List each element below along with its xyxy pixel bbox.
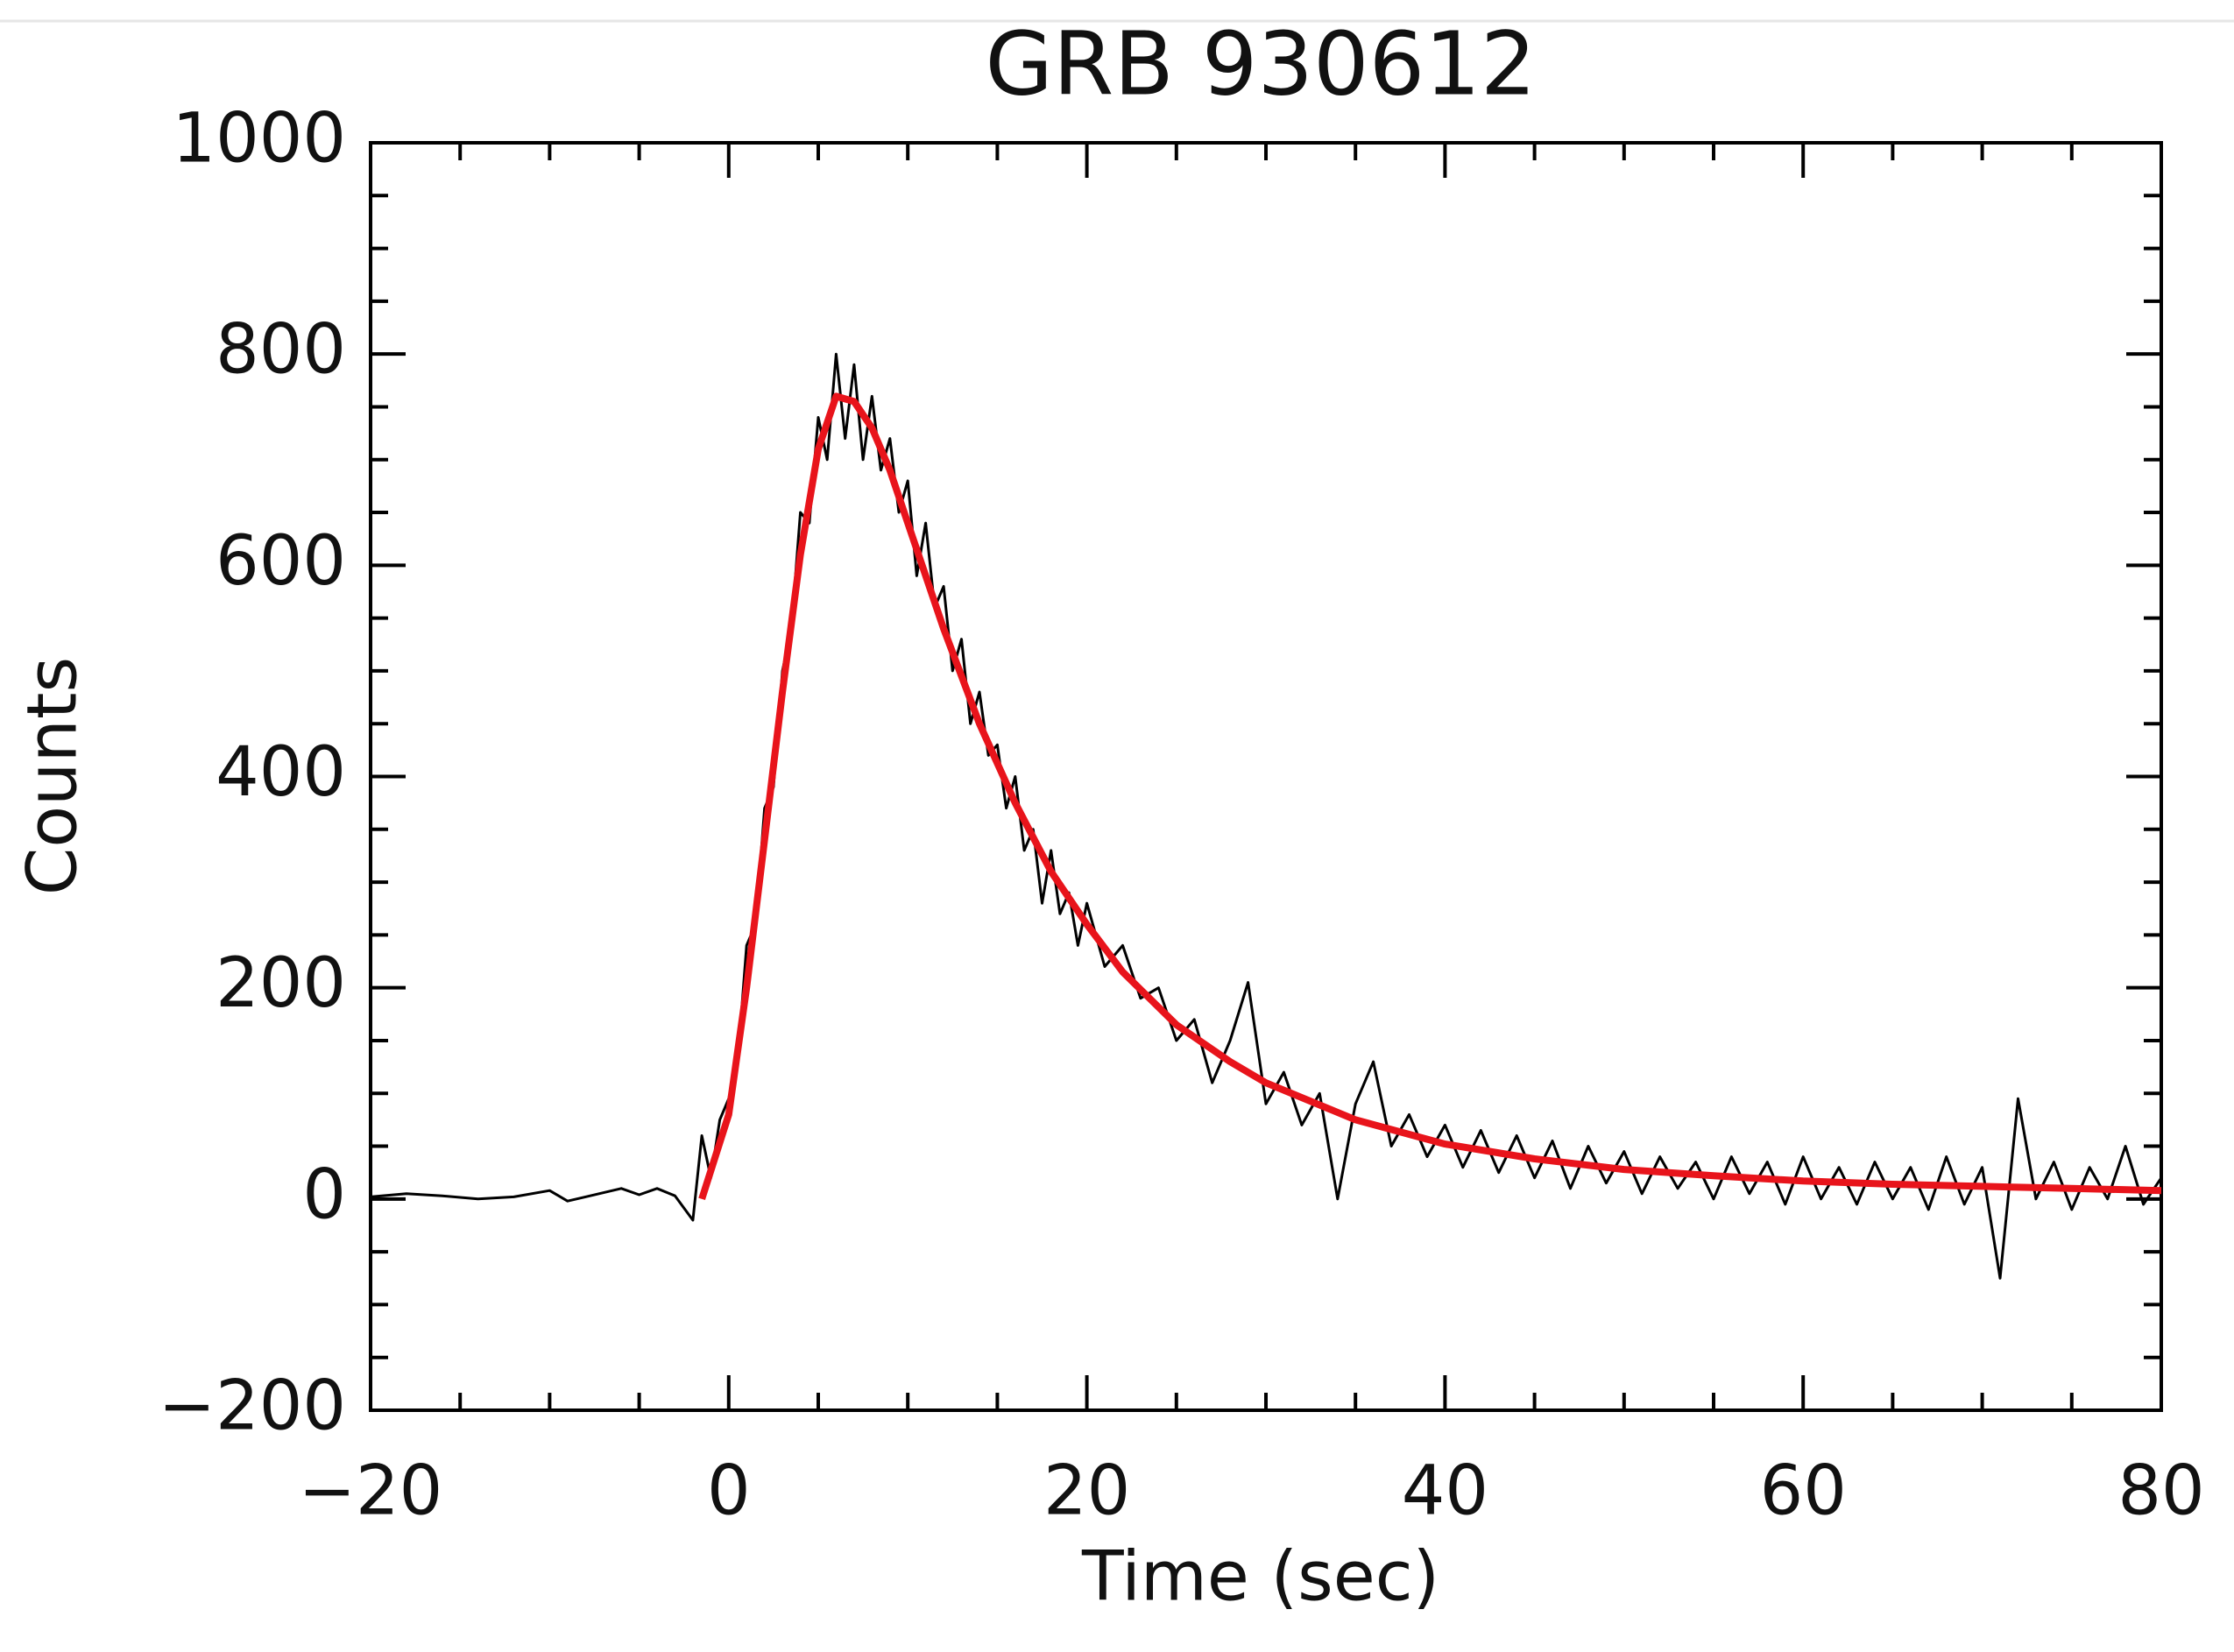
y-tick-label: 1000 (172, 99, 346, 178)
y-axis-label: Counts (13, 657, 92, 895)
x-tick-label: −20 (299, 1451, 443, 1530)
x-axis-label: Time (sec) (1081, 1537, 1439, 1616)
x-tick-label: 40 (1402, 1451, 1488, 1530)
plot-frame (369, 141, 2163, 1412)
y-tick-label: −200 (159, 1366, 346, 1445)
fit-line (698, 392, 2162, 1201)
y-tick-label: 200 (216, 944, 346, 1023)
x-tick-label: 20 (1043, 1451, 1130, 1530)
chart-title: GRB 930612 (985, 12, 1536, 115)
y-tick-label: 0 (302, 1155, 346, 1234)
x-tick-label: 60 (1760, 1451, 1847, 1530)
y-tick-label: 800 (216, 311, 346, 390)
data-line (370, 352, 2163, 1280)
x-tick-label: 80 (2117, 1451, 2204, 1530)
y-tick-label: 600 (216, 522, 346, 601)
x-tick-label: 0 (707, 1451, 751, 1530)
y-tick-label: 400 (216, 733, 346, 812)
